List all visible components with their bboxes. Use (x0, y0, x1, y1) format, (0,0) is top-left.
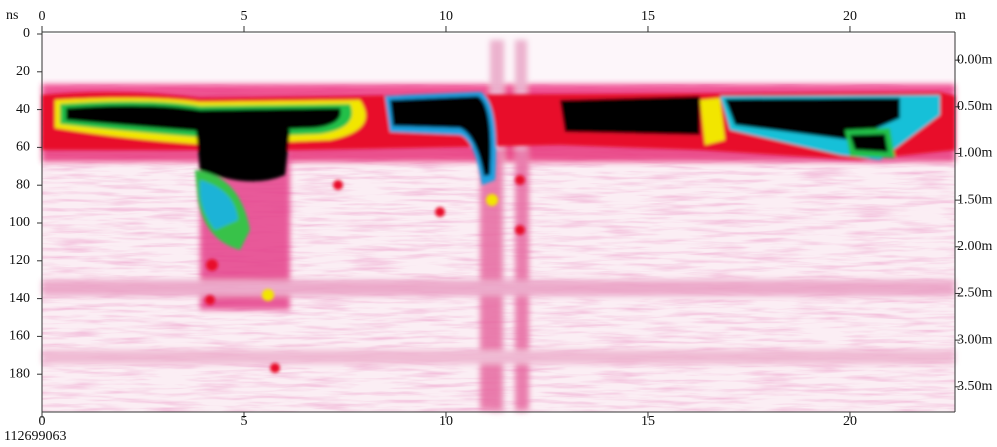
y2-tick-label: 3.00m (957, 332, 993, 347)
x-tick-label: 20 (843, 414, 857, 429)
y-tick-label: 0 (23, 26, 30, 41)
x-tick-label: 0 (39, 9, 46, 24)
y-tick-label: 120 (9, 253, 30, 268)
y2-tick-label: 2.50m (957, 286, 993, 301)
y2-tick-label: 0.50m (957, 99, 993, 114)
y2-tick-label: 1.50m (957, 192, 993, 207)
x-tick-label: 15 (641, 414, 655, 429)
x-tick-label: 15 (641, 9, 655, 24)
x-tick-label: 20 (843, 9, 857, 24)
y-tick-label: 20 (16, 64, 30, 79)
y2-tick-label: 0.00m (957, 52, 993, 67)
y-tick-label: 160 (9, 329, 30, 344)
x-tick-label: 10 (439, 9, 453, 24)
y2-tick-label: 3.50m (957, 379, 993, 394)
x-tick-label: 10 (439, 414, 453, 429)
x-tick-label: 5 (240, 9, 247, 24)
y2-tick-label: 2.00m (957, 239, 993, 254)
y-tick-label: 80 (16, 177, 30, 192)
y-tick-label: 60 (16, 140, 30, 155)
x-axis-label: m (955, 8, 966, 23)
y-tick-label: 140 (9, 291, 30, 306)
y-tick-label: 180 (9, 366, 30, 381)
y-axis-label: ns (6, 8, 18, 23)
x-tick-label: 0 (39, 414, 46, 429)
y-tick-label: 100 (9, 215, 30, 230)
y2-tick-label: 1.00m (957, 146, 993, 161)
x-tick-label: 5 (240, 414, 247, 429)
caption: 112699063 (4, 429, 66, 444)
radargram-image (42, 34, 955, 412)
y-tick-label: 40 (16, 102, 30, 117)
